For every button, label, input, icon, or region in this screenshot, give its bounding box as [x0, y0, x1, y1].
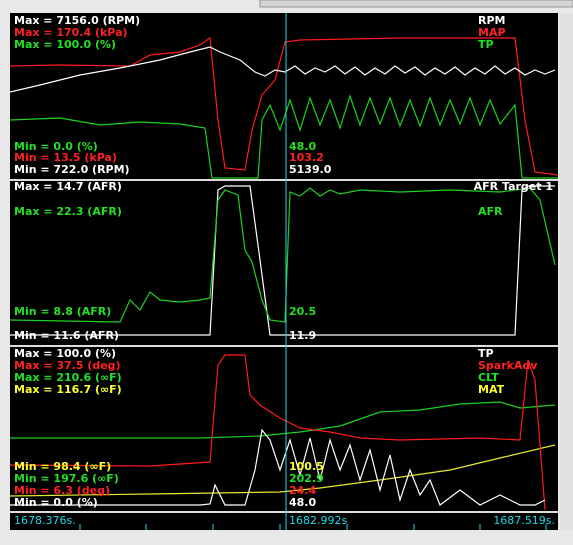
min-label: Min = 722.0 (RPM): [14, 163, 130, 176]
cursor-value: 100.5: [289, 460, 324, 473]
min-label: Min = 8.8 (AFR): [14, 305, 111, 318]
max-label: Max = 22.3 (AFR): [14, 205, 122, 218]
max-label: Max = 14.7 (AFR): [14, 180, 122, 193]
series-label: SparkAdv: [478, 359, 538, 372]
max-label: Max = 100.0 (%): [14, 38, 116, 51]
cursor-value: 103.2: [289, 151, 324, 164]
panel-2-traces: [10, 185, 556, 336]
panel-3-traces: [10, 354, 556, 511]
scrollbar[interactable]: [560, 13, 573, 530]
plot-background: [10, 13, 558, 530]
cursor-value: 48.0: [289, 140, 316, 153]
cursor-value: 5139.0: [289, 163, 332, 176]
max-label: Max = 7156.0 (RPM): [14, 14, 140, 27]
max-label: Max = 210.6 (∞F): [14, 371, 122, 384]
time-label: 1678.376s.: [14, 514, 76, 527]
min-label: Min = 13.5 (kPa): [14, 151, 117, 164]
min-label: Min = 197.6 (∞F): [14, 472, 119, 485]
min-label: Min = 0.0 (%): [14, 140, 98, 153]
timeline-ticks: [79, 524, 547, 530]
series-label: AFR: [478, 205, 503, 218]
cursor-value: 202.9: [289, 472, 324, 485]
time-label: 1687.519s.: [493, 514, 555, 527]
min-label: Min = 0.0 (%): [14, 496, 98, 509]
max-label: Max = 37.5 (deg): [14, 359, 121, 372]
series-label: TP: [478, 347, 494, 360]
max-label: Max = 100.0 (%): [14, 347, 116, 360]
min-label: Min = 98.4 (∞F): [14, 460, 111, 473]
panel-1-traces: [10, 36, 558, 179]
max-label: Max = 116.7 (∞F): [14, 383, 122, 396]
series-label: AFR Target 1: [474, 180, 553, 193]
cursor-value: 11.9: [289, 329, 316, 342]
min-label: Min = 11.6 (AFR): [14, 329, 119, 342]
cursor-value: 24.4: [289, 484, 316, 497]
series-label: CLT: [478, 371, 499, 384]
series-label: MAP: [478, 26, 506, 39]
cursor-value: 20.5: [289, 305, 316, 318]
series-label: RPM: [478, 14, 505, 27]
series-label: TP: [478, 38, 494, 51]
min-label: Min = 6.3 (deg): [14, 484, 110, 497]
cursor-value: 48.0: [289, 496, 316, 509]
series-label: MAT: [478, 383, 505, 396]
time-label: 1682.992s: [289, 514, 347, 527]
max-label: Max = 170.4 (kPa): [14, 26, 128, 39]
tab-strip: [259, 0, 573, 8]
